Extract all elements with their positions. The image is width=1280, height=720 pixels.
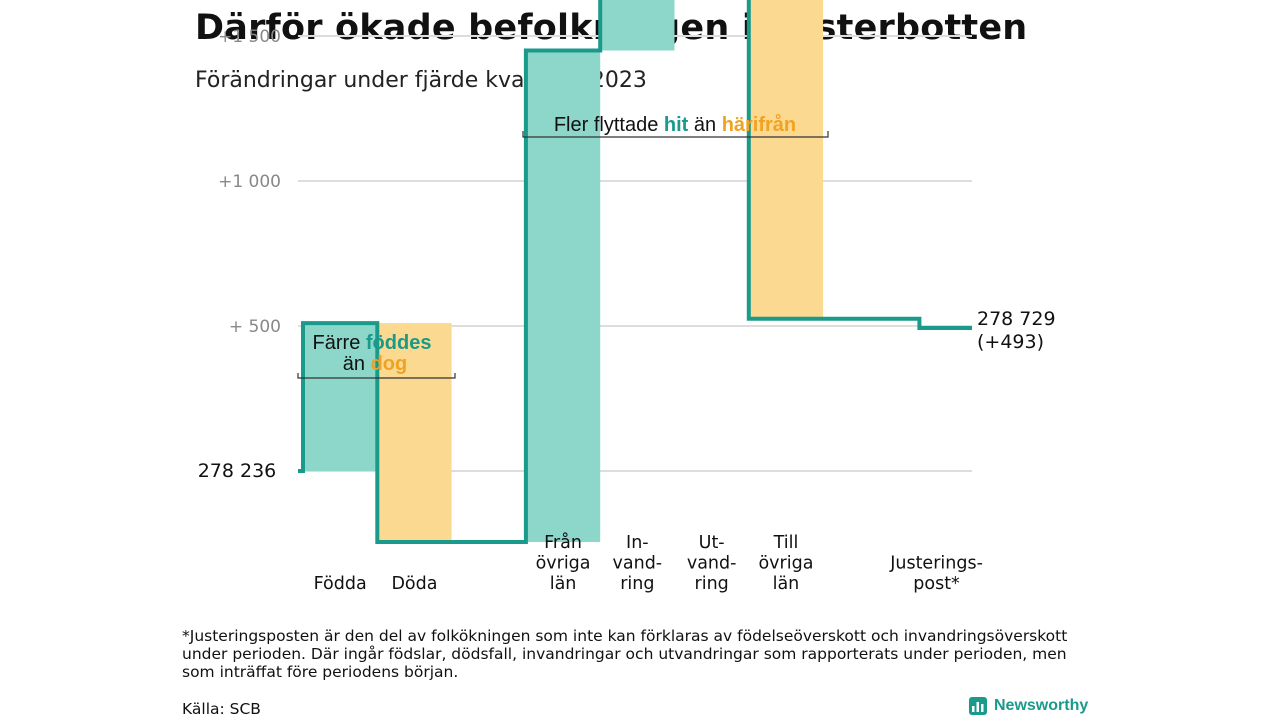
newsworthy-logo-text: Newsworthy (994, 697, 1089, 714)
annotation-middle: än (343, 353, 371, 375)
annotation-births-deaths-line2: än dog (343, 353, 407, 375)
y-tick-label: +1 500 (218, 27, 281, 47)
bar-1 (303, 323, 378, 471)
category-label: ring (620, 574, 654, 594)
bar-4 (600, 0, 675, 51)
category-label: län (773, 574, 800, 594)
annotation-prefix: Fler flyttade (554, 114, 664, 136)
bar-3 (525, 50, 601, 543)
bar-group (303, 0, 824, 543)
category-label: övriga (536, 554, 591, 574)
category-label: Ut- (699, 533, 725, 553)
category-label: län (550, 574, 577, 594)
category-label: Födda (314, 574, 367, 594)
category-label: Justerings- (889, 554, 983, 574)
footnote: *Justeringsposten är den del av folkökni… (182, 627, 1068, 681)
annotation-middle: än (688, 114, 721, 136)
end-change-label: (+493) (977, 331, 1044, 353)
category-label: vand- (687, 554, 737, 574)
bar-6 (748, 0, 824, 319)
category-label: In- (626, 533, 649, 553)
annotation-migration: Fler flyttade hit än härifrån (554, 113, 796, 136)
cumulative-step-line (298, 0, 972, 545)
category-label: Döda (391, 574, 437, 594)
y-tick-label: + 500 (229, 317, 281, 337)
category-label: ring (695, 574, 729, 594)
annotation-bracket-births-deaths (297, 373, 456, 379)
annotation-highlight-increase: föddes (366, 332, 432, 354)
annotation-births-deaths-line1: Färre föddes (313, 332, 432, 354)
annotation-highlight-decrease: dog (371, 353, 408, 375)
annotation-highlight-increase: hit (664, 114, 689, 136)
category-label: övriga (758, 554, 813, 574)
category-label: Från (544, 532, 582, 553)
annotation-bracket-migration (522, 131, 829, 138)
bar-2 (377, 323, 452, 543)
start-value-label: 278 236 (198, 460, 277, 482)
annotation-prefix: Färre (313, 332, 366, 354)
newsworthy-logo-icon (969, 697, 987, 715)
end-value-label: 278 729 (977, 308, 1056, 330)
source-label: Källa: SCB (182, 700, 261, 718)
y-tick-label: +1 000 (218, 172, 281, 192)
annotation-highlight-decrease: härifrån (722, 113, 796, 136)
category-label: Till (773, 533, 799, 553)
category-label: post* (913, 574, 960, 594)
newsworthy-logo: Newsworthy (968, 696, 1088, 716)
category-label: vand- (613, 554, 663, 574)
